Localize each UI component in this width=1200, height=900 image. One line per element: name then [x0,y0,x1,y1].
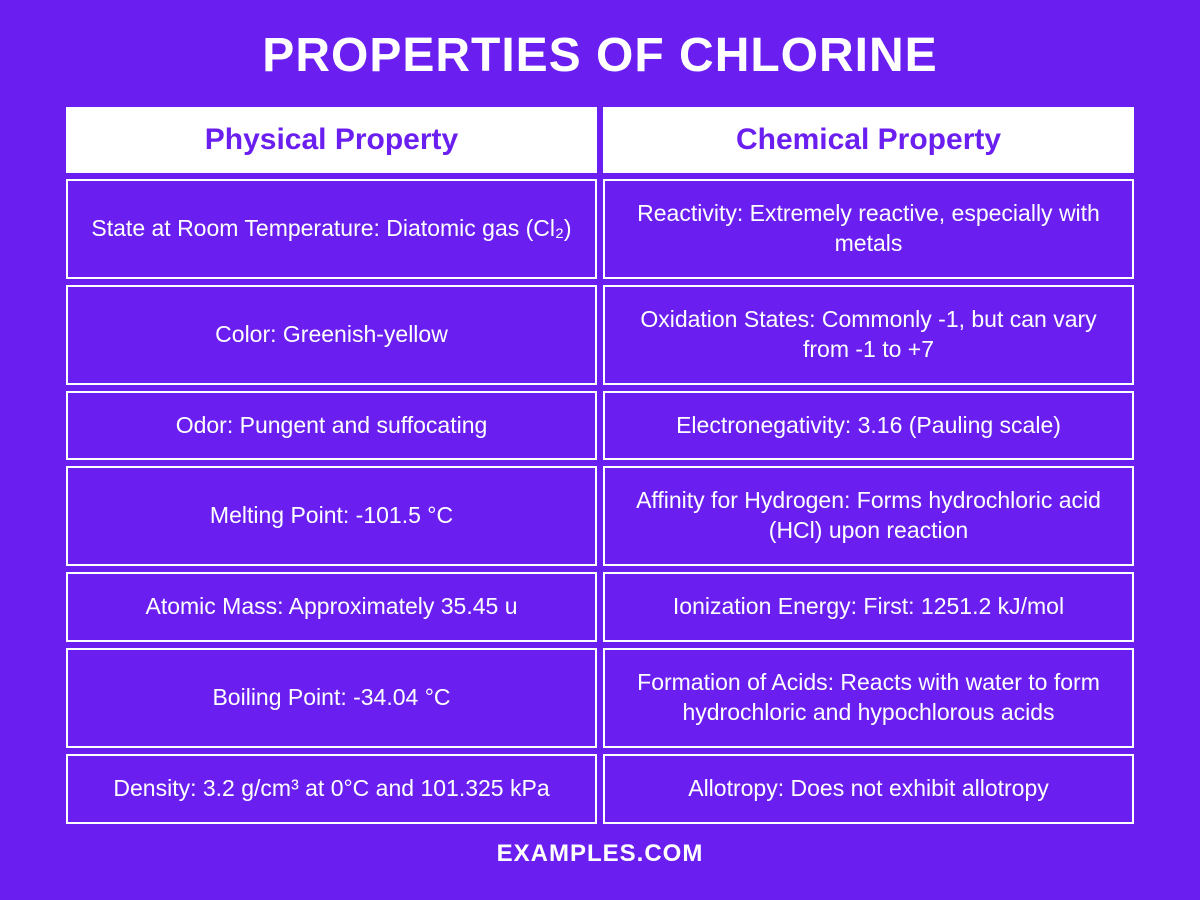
cell-physical: Odor: Pungent and suffocating [66,391,597,461]
footer-brand: EXAMPLES.COM [497,840,704,868]
cell-physical: State at Room Temperature: Diatomic gas … [66,179,597,279]
cell-physical: Atomic Mass: Approximately 35.45 u [66,572,597,642]
table-row: Atomic Mass: Approximately 35.45 u Ioniz… [66,572,1134,642]
table-row: Odor: Pungent and suffocating Electroneg… [66,391,1134,461]
table-row: Density: 3.2 g/cm³ at 0°C and 101.325 kP… [66,754,1134,824]
table-row: State at Room Temperature: Diatomic gas … [66,179,1134,279]
cell-chemical: Reactivity: Extremely reactive, especial… [603,179,1134,279]
cell-physical: Density: 3.2 g/cm³ at 0°C and 101.325 kP… [66,754,597,824]
cell-physical: Melting Point: -101.5 °C [66,466,597,566]
table-header-row: Physical Property Chemical Property [66,107,1134,173]
column-header-physical: Physical Property [66,107,597,173]
cell-chemical: Oxidation States: Commonly -1, but can v… [603,285,1134,385]
cell-chemical: Electronegativity: 3.16 (Pauling scale) [603,391,1134,461]
properties-table: Physical Property Chemical Property Stat… [60,101,1140,830]
cell-physical: Color: Greenish-yellow [66,285,597,385]
table-row: Boiling Point: -34.04 °C Formation of Ac… [66,648,1134,748]
cell-physical: Boiling Point: -34.04 °C [66,648,597,748]
column-header-chemical: Chemical Property [603,107,1134,173]
cell-chemical: Ionization Energy: First: 1251.2 kJ/mol [603,572,1134,642]
page-title: PROPERTIES OF CHLORINE [262,28,937,83]
table-row: Melting Point: -101.5 °C Affinity for Hy… [66,466,1134,566]
cell-chemical: Allotropy: Does not exhibit allotropy [603,754,1134,824]
cell-chemical: Formation of Acids: Reacts with water to… [603,648,1134,748]
table-row: Color: Greenish-yellow Oxidation States:… [66,285,1134,385]
cell-chemical: Affinity for Hydrogen: Forms hydrochlori… [603,466,1134,566]
